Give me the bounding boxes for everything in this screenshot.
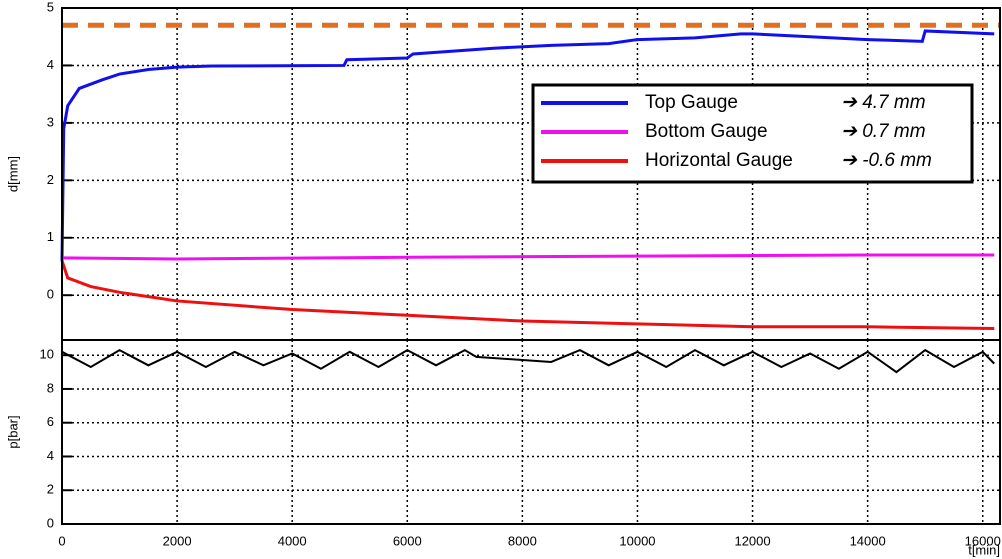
y-tick-label: 8 (47, 380, 54, 395)
x-axis-label: t[min] (968, 542, 1000, 557)
y-tick-label: 2 (47, 482, 54, 497)
y-tick-label: 1 (47, 229, 54, 244)
x-tick-label: 0 (58, 533, 65, 548)
x-tick-label: 12000 (734, 533, 770, 548)
legend-annotation: ➔ 4.7 mm (841, 92, 926, 113)
y-axis-label: p[bar] (5, 415, 20, 448)
y-tick-label: 10 (40, 347, 54, 362)
y-tick-label: 0 (47, 287, 54, 302)
legend-label: Horizontal Gauge (645, 150, 793, 171)
y-tick-label: 3 (47, 114, 54, 129)
series-line (60, 260, 995, 331)
legend-label: Bottom Gauge (645, 121, 768, 142)
series-line (60, 29, 995, 261)
x-tick-label: 8000 (508, 533, 537, 548)
series-line (61, 348, 995, 374)
x-tick-label: 6000 (393, 533, 422, 548)
x-tick-label: 16000 (965, 533, 1001, 548)
series-line (61, 253, 995, 261)
x-tick-label: 2000 (163, 533, 192, 548)
legend-label: Top Gauge (645, 92, 738, 113)
y-tick-label: 2 (47, 172, 54, 187)
x-tick-label: 14000 (850, 533, 886, 548)
x-tick-label: 10000 (619, 533, 655, 548)
y-tick-label: 4 (47, 57, 54, 72)
legend-annotation: ➔ -0.6 mm (841, 150, 932, 171)
y-tick-label: 5 (47, 0, 54, 14)
plot-frame (61, 339, 1001, 525)
x-tick-label: 4000 (278, 533, 307, 548)
y-tick-label: 6 (47, 414, 54, 429)
y-tick-label: 0 (47, 515, 54, 530)
y-tick-label: 4 (47, 448, 54, 463)
y-axis-label: d[mm] (5, 156, 20, 192)
legend-annotation: ➔ 0.7 mm (841, 121, 926, 142)
